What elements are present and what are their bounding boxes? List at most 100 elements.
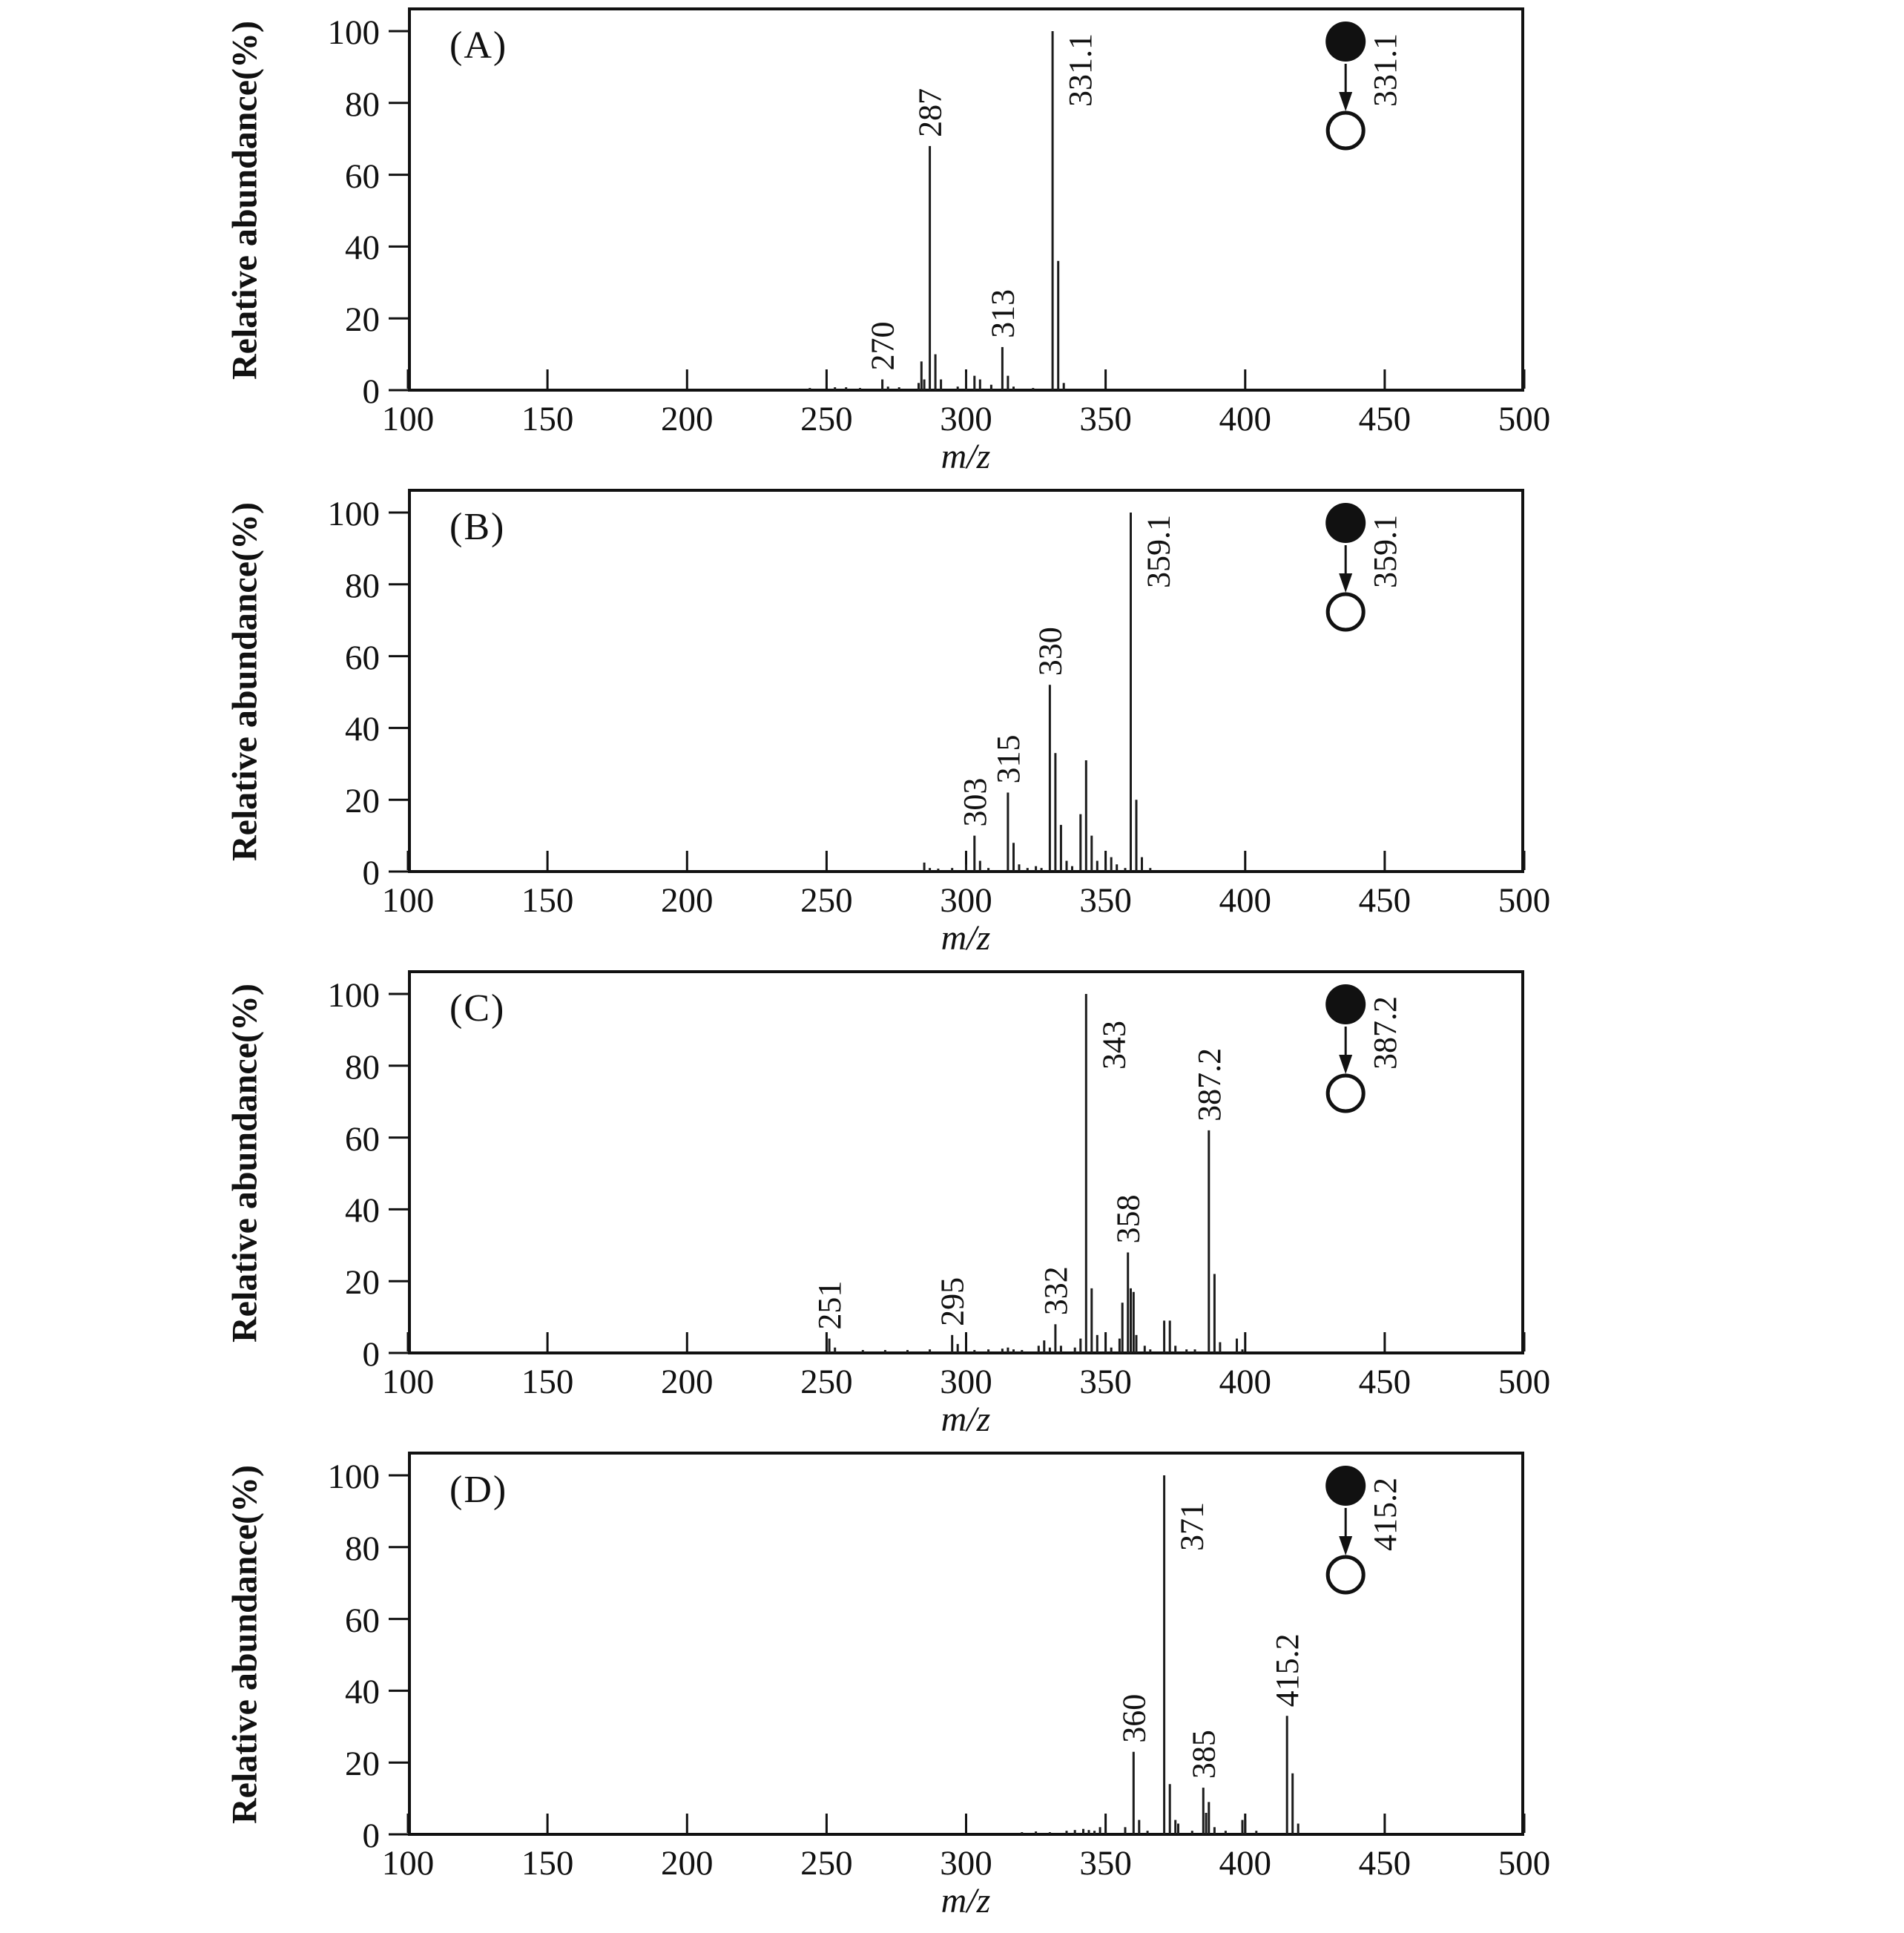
- peak-label: 287: [912, 88, 949, 137]
- x-axis-title: m/z: [941, 437, 991, 476]
- y-tick-label: 60: [345, 157, 380, 196]
- x-tick-label: 250: [800, 1844, 853, 1883]
- arrowhead-icon: [1339, 1055, 1353, 1074]
- x-tick-label: 300: [940, 1844, 992, 1883]
- x-tick-label: 100: [381, 1844, 435, 1883]
- y-tick-label: 0: [362, 1817, 381, 1855]
- y-tick-label: 60: [345, 1601, 380, 1640]
- peak-label: 270: [865, 322, 901, 371]
- y-tick-label: 100: [327, 13, 381, 52]
- x-tick-label: 450: [1358, 400, 1411, 438]
- x-tick-label: 450: [1358, 1363, 1411, 1401]
- peak-label: 415.2: [1269, 1633, 1305, 1707]
- x-tick-label: 150: [521, 1844, 574, 1883]
- x-tick-label: 300: [940, 881, 992, 920]
- precursor-ion-icon: [1325, 984, 1366, 1024]
- y-tick-label: 80: [345, 1047, 380, 1087]
- peak-label: 295: [935, 1277, 971, 1326]
- y-tick-label: 40: [345, 1673, 380, 1712]
- arrowhead-icon: [1339, 573, 1353, 593]
- x-tick-label: 150: [521, 400, 574, 438]
- x-tick-label: 200: [661, 1363, 714, 1401]
- x-tick-label: 500: [1498, 1363, 1551, 1401]
- plot-border: [408, 7, 1524, 392]
- x-tick-label: 100: [381, 400, 435, 438]
- peak-label: 313: [984, 289, 1021, 338]
- x-tick-label: 350: [1079, 400, 1132, 438]
- peak-label: 303: [957, 778, 993, 827]
- y-tick-label: 0: [362, 372, 381, 411]
- peak-label: 331.1: [1062, 33, 1098, 107]
- spectrum-plot: 270 287 313 331.1 331.1: [389, 7, 1526, 392]
- x-tick-label: 100: [381, 881, 435, 920]
- spectrum-plot: 251 295 332 343 358 387.2 387.2: [389, 970, 1526, 1354]
- x-tick-label: 250: [800, 400, 853, 438]
- y-tick-label: 20: [345, 300, 380, 340]
- panel-letter: (D): [449, 1469, 508, 1511]
- plot-border: [408, 970, 1524, 1354]
- arrowhead-icon: [1339, 1536, 1353, 1555]
- x-tick-label: 100: [381, 1363, 435, 1401]
- x-tick-label: 200: [661, 1844, 714, 1883]
- x-tick-label: 200: [661, 400, 714, 438]
- y-tick-label: 20: [345, 1263, 380, 1303]
- precursor-ion-icon: [1325, 22, 1366, 62]
- x-tick-label: 500: [1498, 881, 1551, 920]
- precursor-ion-icon: [1325, 503, 1366, 543]
- y-tick-label: 100: [327, 976, 381, 1015]
- product-ion-icon: [1325, 1073, 1366, 1113]
- y-tick-label: 80: [345, 85, 380, 124]
- y-tick-label: 40: [345, 1191, 380, 1231]
- y-tick-label: 40: [345, 228, 380, 268]
- precursor-ion-icon: [1325, 1466, 1366, 1506]
- x-tick-label: 200: [661, 881, 714, 920]
- peak-label: 315: [990, 735, 1027, 784]
- x-tick-label: 500: [1498, 400, 1551, 438]
- y-tick-label: 80: [345, 566, 380, 605]
- y-tick-label: 100: [327, 1458, 381, 1496]
- x-tick-label: 250: [800, 881, 853, 920]
- arrowhead-icon: [1339, 92, 1353, 111]
- x-tick-label: 400: [1219, 400, 1272, 438]
- x-tick-label: 450: [1358, 1844, 1411, 1883]
- spectrum-plot: 360 371 385 415.2 415.2: [389, 1452, 1526, 1836]
- x-tick-label: 350: [1079, 881, 1132, 920]
- panel-C: Relative abundance(%) (C) m/z 251 295 332 3…: [0, 970, 1904, 1452]
- x-axis-title: m/z: [941, 1400, 991, 1439]
- x-tick-label: 300: [940, 400, 992, 438]
- panel-letter: (A): [449, 24, 508, 67]
- panel-A: Relative abundance(%) (A) m/z 270 287 313 3…: [0, 7, 1904, 489]
- x-tick-label: 400: [1219, 881, 1272, 920]
- x-tick-label: 450: [1358, 881, 1411, 920]
- peak-label: 330: [1032, 627, 1068, 676]
- y-tick-label: 80: [345, 1529, 380, 1568]
- x-tick-label: 250: [800, 1363, 853, 1401]
- peak-label: 387.2: [1191, 1048, 1228, 1122]
- panel-letter: (C): [449, 987, 506, 1030]
- y-tick-label: 20: [345, 782, 380, 821]
- x-axis-title: m/z: [941, 1881, 991, 1920]
- y-tick-label: 60: [345, 638, 380, 677]
- panel-B: Relative abundance(%) (B) m/z 303 315 330 3…: [0, 489, 1904, 970]
- x-tick-label: 400: [1219, 1363, 1272, 1401]
- y-tick-label: 60: [345, 1119, 380, 1159]
- peak-label: 251: [811, 1281, 848, 1330]
- product-ion-icon: [1325, 592, 1366, 632]
- inset-precursor-label: 331.1: [1367, 33, 1403, 107]
- y-tick-label: 0: [362, 1335, 381, 1374]
- plot-border: [408, 1452, 1524, 1836]
- y-tick-label: 0: [362, 854, 381, 892]
- panel-D: Relative abundance(%) (D) m/z 360 371 385 4…: [0, 1452, 1904, 1933]
- x-tick-label: 350: [1079, 1844, 1132, 1883]
- y-tick-label: 20: [345, 1745, 380, 1784]
- peak-label: 360: [1116, 1694, 1152, 1743]
- peak-label: 358: [1110, 1195, 1147, 1244]
- peak-label: 359.1: [1141, 515, 1177, 588]
- product-ion-icon: [1325, 111, 1366, 151]
- x-tick-label: 300: [940, 1363, 992, 1401]
- x-axis-title: m/z: [941, 918, 991, 958]
- y-tick-label: 100: [327, 495, 381, 533]
- x-tick-label: 150: [521, 881, 574, 920]
- x-tick-label: 350: [1079, 1363, 1132, 1401]
